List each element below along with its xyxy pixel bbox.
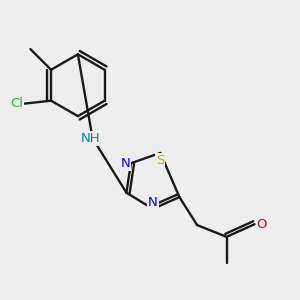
Text: NH: NH [80, 132, 100, 145]
Text: Cl: Cl [10, 97, 23, 110]
Text: N: N [148, 196, 158, 209]
Text: N: N [121, 157, 130, 170]
Text: S: S [156, 154, 164, 167]
Text: O: O [256, 218, 267, 231]
